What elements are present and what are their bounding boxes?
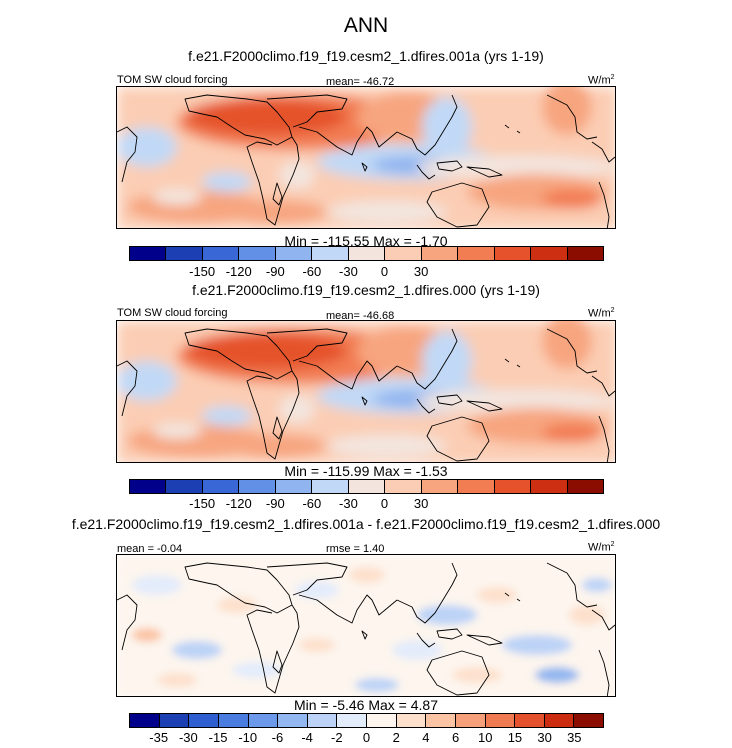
colorbar-swatch <box>574 714 603 727</box>
colorbar-tick-label: -150 <box>189 264 216 279</box>
colorbar-swatch <box>396 714 427 727</box>
colorbar-swatch <box>458 247 495 260</box>
panel1-colorbar <box>129 246 604 261</box>
colorbar-tick-label: -35 <box>149 730 169 745</box>
panel2-minmax: Min = -115.99 Max = -1.53 <box>284 463 448 479</box>
colorbar-swatch <box>421 247 459 260</box>
colorbar-swatch <box>307 714 338 727</box>
colorbar-swatch <box>494 247 532 260</box>
colorbar-tick-label: -30 <box>339 496 358 511</box>
colorbar-tick-label: -60 <box>302 496 322 511</box>
colorbar-tick-label: 15 <box>507 730 523 745</box>
figure-title: ANN <box>343 14 389 37</box>
colorbar-swatch <box>166 247 203 260</box>
panel1-map <box>116 86 616 229</box>
colorbar-swatch <box>130 714 160 727</box>
colorbar-swatch <box>421 480 459 493</box>
panel1-variable-label: TOM SW cloud forcing <box>117 74 228 86</box>
colorbar-tick-label: 0 <box>380 264 389 279</box>
colorbar-swatch <box>275 247 313 260</box>
panel1-minmax: Min = -115.55 Max = -1.70 <box>284 233 448 249</box>
panel2-title: f.e21.F2000climo.f19_f19.cesm2_1.dfires.… <box>192 282 540 298</box>
colorbar-swatch <box>348 247 386 260</box>
colorbar-tick-label: -30 <box>178 730 198 745</box>
colorbar-tick-label: -150 <box>189 496 216 511</box>
colorbar-swatch <box>348 480 386 493</box>
panel2-units-label: W/m2 <box>588 307 615 320</box>
colorbar-swatch <box>458 480 495 493</box>
panel3-mean-label: mean = -0.04 <box>117 543 183 555</box>
panel1-units-label: W/m2 <box>588 74 615 87</box>
colorbar-swatch <box>494 480 532 493</box>
colorbar-swatch <box>248 714 279 727</box>
colorbar-swatch <box>159 714 190 727</box>
colorbar-swatch <box>544 714 575 727</box>
colorbar-swatch <box>275 480 313 493</box>
colorbar-swatch <box>239 247 276 260</box>
panel3-minmax: Min = -5.46 Max = 4.87 <box>294 697 438 713</box>
colorbar-swatch <box>130 247 167 260</box>
panel2-colorbar-ticks: -150 -120 -90 -60 -30 0 30 <box>129 496 604 512</box>
colorbar-swatch <box>218 714 249 727</box>
colorbar-swatch <box>367 714 397 727</box>
colorbar-tick-label: 4 <box>422 730 430 745</box>
colorbar-tick-label: 30 <box>537 730 552 745</box>
colorbar-swatch <box>567 480 604 493</box>
panel2-variable-label: TOM SW cloud forcing <box>117 307 228 319</box>
panel3-colorbar <box>129 713 604 728</box>
colorbar-tick-label: -10 <box>238 730 258 745</box>
panel3-map <box>116 554 616 697</box>
colorbar-swatch <box>455 714 486 727</box>
colorbar-tick-label: 10 <box>478 730 493 745</box>
colorbar-swatch <box>385 480 422 493</box>
panel1-title: f.e21.F2000climo.f19_f19.cesm2_1.dfires.… <box>188 48 544 64</box>
colorbar-swatch <box>567 247 604 260</box>
colorbar-tick-label: -120 <box>225 496 252 511</box>
colorbar-tick-label: 2 <box>392 730 400 745</box>
colorbar-tick-label: 30 <box>413 496 429 511</box>
colorbar-swatch <box>531 247 568 260</box>
colorbar-tick-label: -90 <box>265 264 285 279</box>
colorbar-swatch <box>239 480 276 493</box>
colorbar-swatch <box>337 714 367 727</box>
panel1-mean-label: mean= -46.72 <box>326 76 395 88</box>
panel3-units-label: W/m2 <box>588 541 615 554</box>
colorbar-tick-label: -90 <box>265 496 285 511</box>
panel2-map <box>116 320 616 463</box>
panel2-mean-label: mean= -46.68 <box>326 310 395 322</box>
panel1-colorbar-ticks: -150 -120 -90 -60 -30 0 30 <box>129 264 604 280</box>
colorbar-swatch <box>515 714 545 727</box>
panel3-colorbar-ticks: -35 -30 -15 -10 -6 -4 -2 0 2 4 6 10 15 3… <box>129 730 604 746</box>
panel2-colorbar <box>129 479 604 494</box>
colorbar-swatch <box>312 247 349 260</box>
colorbar-tick-label: 0 <box>380 496 389 511</box>
colorbar-swatch <box>278 714 308 727</box>
colorbar-tick-label: 35 <box>567 730 582 745</box>
colorbar-swatch <box>426 714 456 727</box>
colorbar-swatch <box>531 480 568 493</box>
colorbar-tick-label: 30 <box>413 264 429 279</box>
colorbar-tick-label: -4 <box>301 730 313 745</box>
colorbar-swatch <box>385 247 422 260</box>
colorbar-swatch <box>485 714 516 727</box>
colorbar-tick-label: 6 <box>451 730 460 745</box>
colorbar-tick-label: -6 <box>271 730 284 745</box>
colorbar-tick-label: -30 <box>339 264 358 279</box>
colorbar-swatch <box>202 480 240 493</box>
panel3-rmse-label: rmse = 1.40 <box>326 543 385 555</box>
colorbar-tick-label: -60 <box>302 264 322 279</box>
colorbar-swatch <box>189 714 219 727</box>
panel3-title: f.e21.F2000climo.f19_f19.cesm2_1.dfires.… <box>71 516 661 532</box>
colorbar-swatch <box>166 480 203 493</box>
colorbar-swatch <box>312 480 349 493</box>
colorbar-tick-label: -15 <box>208 730 228 745</box>
colorbar-swatch <box>130 480 167 493</box>
colorbar-tick-label: -2 <box>331 730 343 745</box>
colorbar-tick-label: 0 <box>362 730 371 745</box>
colorbar-swatch <box>202 247 240 260</box>
colorbar-tick-label: -120 <box>225 264 252 279</box>
